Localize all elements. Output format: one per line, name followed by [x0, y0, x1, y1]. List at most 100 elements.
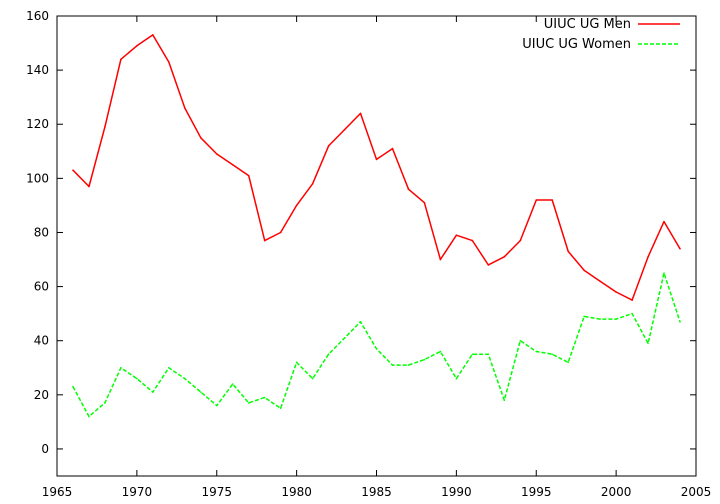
data-point-men — [679, 247, 681, 250]
data-point-men — [503, 256, 506, 258]
y-tick-label: 40 — [34, 334, 49, 348]
data-point-women — [311, 377, 314, 380]
y-tick-label: 140 — [26, 63, 49, 77]
data-point-men — [136, 44, 138, 47]
data-point-men — [487, 264, 490, 266]
y-tick-label: 120 — [26, 117, 49, 131]
series-layer — [72, 34, 681, 418]
x-tick-label: 1995 — [521, 485, 552, 499]
y-tick-label: 80 — [34, 225, 49, 239]
data-point-women — [487, 353, 490, 356]
data-point-men — [295, 204, 298, 207]
data-point-women — [615, 318, 617, 320]
data-point-men — [215, 153, 218, 155]
data-point-women — [599, 318, 601, 320]
data-point-women — [551, 353, 554, 356]
data-point-women — [663, 272, 665, 274]
y-tick-label: 160 — [26, 9, 49, 23]
data-point-men — [88, 185, 90, 188]
data-point-women — [455, 377, 458, 380]
data-point-women — [215, 404, 218, 407]
data-point-women — [519, 339, 522, 342]
legend-label-women: UIUC UG Women — [522, 37, 631, 52]
data-point-men — [343, 128, 346, 131]
data-point-men — [247, 174, 250, 177]
data-point-men — [120, 58, 122, 61]
data-point-women — [263, 396, 266, 399]
data-point-women — [168, 366, 170, 369]
data-point-men — [327, 145, 330, 147]
data-point-women — [679, 320, 681, 323]
data-point-men — [455, 234, 458, 236]
data-point-men — [199, 136, 202, 139]
x-tick-label: 1975 — [201, 485, 232, 499]
data-point-men — [72, 169, 74, 172]
data-point-women — [391, 364, 394, 366]
axes: 1965 1970 1975 1980 1985 1990 1995 2000 2005 0 20 4… — [26, 9, 711, 499]
x-tick-label: 1990 — [441, 485, 472, 499]
data-point-women — [503, 399, 506, 402]
data-point-men — [615, 291, 617, 293]
data-point-women — [152, 391, 154, 393]
data-point-women — [120, 366, 122, 369]
data-point-men — [439, 258, 442, 261]
data-point-women — [423, 358, 426, 361]
series-line-women — [72, 272, 681, 418]
data-point-women — [184, 377, 186, 380]
x-tick-label: 2000 — [601, 485, 632, 499]
data-point-men — [519, 239, 522, 242]
y-tick-label: 20 — [34, 388, 49, 402]
data-point-men — [423, 201, 426, 204]
plot-frame — [56, 15, 697, 477]
data-point-men — [231, 164, 234, 166]
x-tick-label: 2005 — [681, 485, 712, 499]
data-point-women — [327, 353, 330, 356]
data-point-women — [631, 312, 633, 315]
data-point-men — [471, 239, 474, 242]
data-point-women — [247, 402, 250, 404]
data-point-men — [375, 158, 378, 161]
data-point-men — [583, 269, 585, 272]
data-point-men — [168, 61, 170, 63]
data-point-women — [199, 391, 202, 393]
series-line-men — [72, 34, 681, 301]
data-point-men — [279, 231, 282, 234]
data-point-men — [567, 250, 569, 253]
data-point-men — [631, 299, 633, 301]
data-point-women — [439, 350, 442, 353]
data-point-women — [535, 350, 538, 353]
data-point-women — [407, 364, 410, 366]
x-tick-label: 1965 — [42, 485, 73, 499]
legend: UIUC UG Men UIUC UG Women — [522, 17, 680, 52]
data-point-men — [551, 199, 554, 201]
data-point-men — [311, 182, 314, 185]
data-point-men — [184, 107, 186, 109]
data-point-men — [152, 34, 154, 36]
data-point-men — [104, 126, 106, 128]
data-point-women — [647, 342, 649, 345]
x-tick-label: 1980 — [281, 485, 312, 499]
data-point-women — [343, 337, 346, 339]
legend-label-men: UIUC UG Men — [544, 17, 631, 32]
data-point-women — [279, 407, 282, 410]
data-point-men — [407, 188, 410, 190]
data-point-men — [391, 147, 394, 150]
y-tick-label: 60 — [34, 280, 49, 294]
data-point-men — [535, 199, 538, 201]
data-point-women — [88, 415, 90, 418]
data-point-men — [663, 220, 665, 223]
y-tick-label: 0 — [41, 442, 49, 456]
data-point-men — [599, 280, 601, 282]
data-point-men — [647, 256, 649, 258]
data-point-women — [72, 385, 74, 388]
data-point-women — [375, 348, 378, 350]
data-point-women — [583, 315, 585, 318]
data-point-men — [359, 112, 362, 115]
data-point-women — [567, 361, 569, 364]
x-tick-label: 1970 — [122, 485, 153, 499]
x-tick-label: 1985 — [361, 485, 392, 499]
data-point-women — [231, 383, 234, 385]
data-point-women — [359, 320, 362, 323]
data-point-men — [263, 239, 266, 242]
